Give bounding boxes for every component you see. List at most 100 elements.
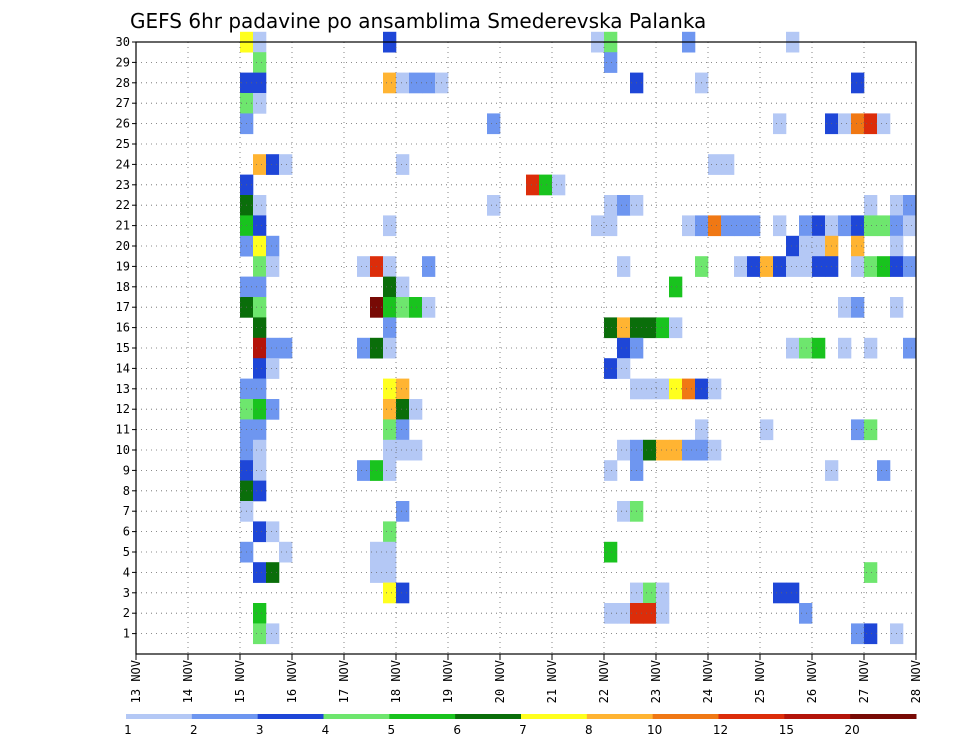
heatmap-cell (773, 113, 787, 135)
heatmap-cell (253, 297, 267, 318)
heatmap-cell (864, 623, 878, 645)
heatmap-cell (396, 419, 410, 441)
heatmap-cell (487, 195, 501, 216)
heatmap-cell (799, 337, 813, 359)
heatmap-cell (799, 215, 813, 237)
y-tick-label: 17 (116, 300, 130, 314)
heatmap-cell (669, 378, 683, 400)
x-axis-ticks: 13 NOV 14 NOV 15 NOV 16 NOV 17 NOV 18 NOV 19 N… (129, 654, 923, 703)
heatmap-cell (279, 154, 293, 175)
y-tick-label: 12 (116, 402, 130, 416)
heatmap-cell (604, 215, 618, 237)
heatmap-cell (747, 215, 761, 237)
heatmap-cell (643, 603, 657, 624)
heatmap-cell (383, 562, 397, 583)
heatmap-cell (799, 235, 813, 257)
heatmap-cell (799, 256, 813, 277)
heatmap-cell (734, 256, 748, 277)
heatmap-cell (708, 378, 722, 400)
heatmap-cell (396, 276, 410, 298)
colorbar-segment (389, 714, 456, 719)
x-tick-label: 28 NOV (909, 660, 923, 703)
heatmap-cell (721, 215, 735, 237)
x-tick-label: 23 NOV (649, 660, 663, 703)
x-tick-label: 25 NOV (753, 660, 767, 703)
y-tick-label: 20 (116, 239, 130, 253)
colorbar-segment (652, 714, 719, 719)
x-tick-label: 15 NOV (233, 660, 247, 703)
x-tick-label: 20 NOV (493, 660, 507, 703)
y-tick-label: 21 (116, 219, 130, 233)
heatmap-cell (617, 501, 631, 522)
heatmap-cell (604, 541, 618, 563)
heatmap-cell (487, 113, 501, 135)
heatmap-cell (266, 399, 280, 420)
heatmap-cell (786, 256, 800, 277)
colorbar-segment (191, 714, 259, 719)
heatmap-cell (773, 256, 787, 277)
heatmap-cell (383, 317, 397, 339)
heatmap-cell (734, 215, 748, 237)
heatmap-cell (253, 317, 267, 339)
x-tick-label: 13 NOV (129, 660, 143, 703)
heatmap-cell (396, 501, 410, 522)
heatmap-cell (877, 113, 891, 135)
heatmap-cell (539, 174, 553, 196)
heatmap-cell (422, 72, 436, 94)
y-tick-label: 18 (116, 280, 130, 294)
heatmap-cell (266, 337, 280, 359)
heatmap-cell (253, 52, 267, 73)
heatmap-cell (838, 297, 852, 318)
chart-title: GEFS 6hr padavine po ansamblima Smederev… (130, 9, 706, 33)
heatmap-cell (357, 256, 371, 277)
y-tick-label: 30 (116, 35, 130, 49)
y-tick-label: 29 (116, 55, 130, 69)
heatmap-cell (604, 195, 618, 216)
y-tick-label: 14 (116, 361, 130, 375)
heatmap-cell (903, 256, 917, 277)
heatmap-cell (851, 623, 865, 645)
heatmap-cell (409, 399, 423, 420)
y-tick-label: 13 (116, 382, 130, 396)
y-tick-label: 19 (116, 259, 130, 273)
colorbar-segment (784, 714, 851, 719)
heatmap-cell (409, 439, 423, 461)
heatmap-cell (643, 317, 657, 339)
y-tick-label: 24 (116, 157, 130, 171)
heatmap-cell (552, 174, 566, 196)
heatmap-cell (253, 93, 267, 114)
colorbar-label: 10 (647, 723, 662, 737)
heatmap-cell (617, 439, 631, 461)
heatmap-cell (591, 215, 605, 237)
x-tick-label: 24 NOV (701, 660, 715, 703)
heatmap-cell (383, 256, 397, 277)
x-tick-label: 19 NOV (441, 660, 455, 703)
colorbar-label: 12 (713, 723, 728, 737)
heatmap-cell (253, 195, 267, 216)
heatmap-cell (253, 215, 267, 237)
heatmap-cell (383, 439, 397, 461)
y-tick-label: 27 (116, 96, 130, 110)
heatmap-cell (669, 317, 683, 339)
heatmap-cell (708, 215, 722, 237)
heatmap-cell (383, 541, 397, 563)
heatmap-cell (604, 317, 618, 339)
heatmap-cell (851, 235, 865, 257)
heatmap-cell (422, 256, 436, 277)
heatmap-cell (669, 439, 683, 461)
heatmap-cell (799, 603, 813, 624)
heatmap-cell (773, 582, 787, 604)
x-tick-label: 26 NOV (805, 660, 819, 703)
y-tick-label: 23 (116, 178, 130, 192)
heatmap-cell (786, 582, 800, 604)
heatmap-cell (266, 623, 280, 645)
heatmap-cell (838, 113, 852, 135)
heatmap-cell (851, 256, 865, 277)
heatmap-cell (396, 399, 410, 420)
x-tick-label: 21 NOV (545, 660, 559, 703)
heatmap-cell (812, 215, 826, 237)
heatmap-cell (656, 378, 670, 400)
heatmap-cell (643, 439, 657, 461)
heatmap-cell (851, 419, 865, 441)
colorbar-label: 4 (322, 723, 330, 737)
